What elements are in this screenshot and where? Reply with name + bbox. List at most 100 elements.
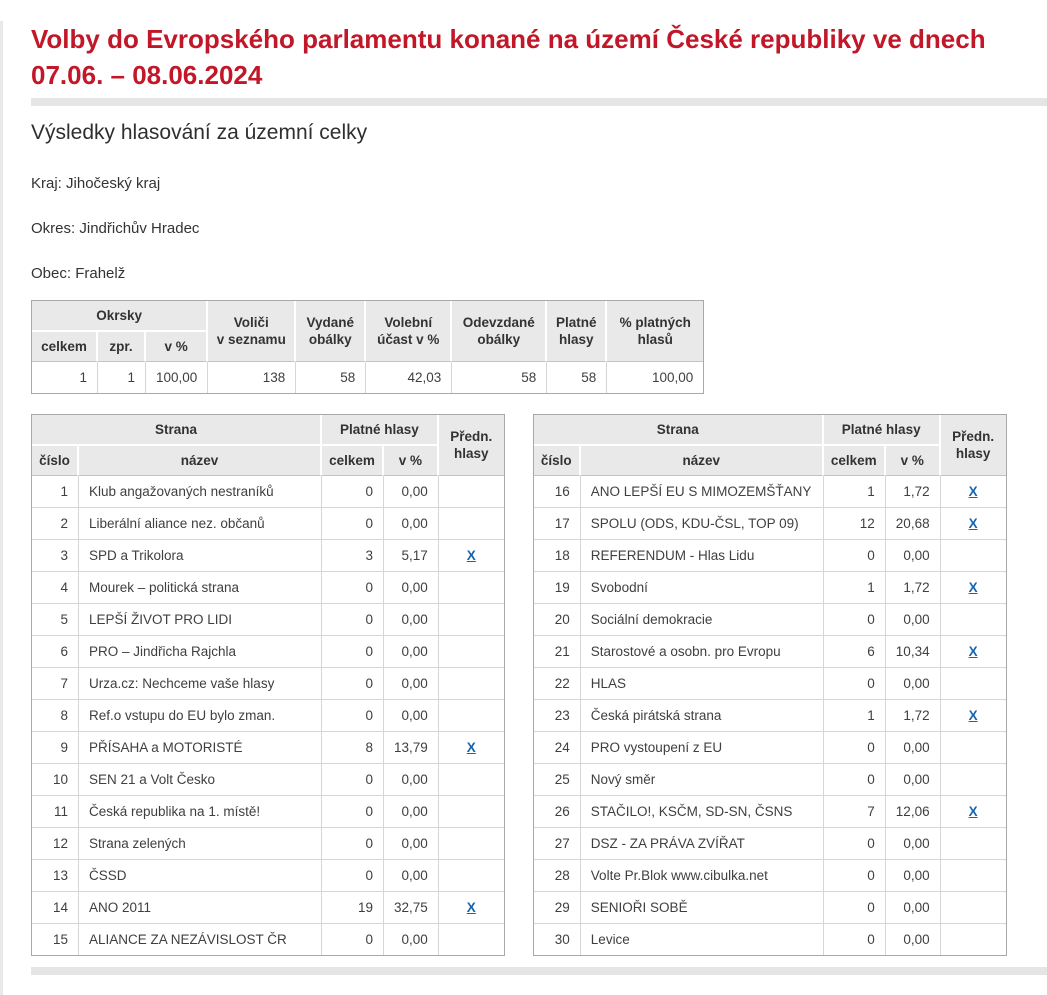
region-okres-label: Okres: (31, 220, 76, 237)
preferential-votes-link[interactable]: X (968, 484, 978, 499)
party-number: 5 (32, 604, 79, 636)
platne-hlasy-value: 58 (547, 362, 608, 393)
party-name: Starostové a osobn. pro Evropu (580, 636, 824, 668)
party-votes-total: 0 (322, 828, 384, 860)
party-votes-total: 0 (823, 732, 886, 764)
party-pref-cell (438, 924, 504, 955)
party-name: Nový směr (580, 764, 824, 796)
party-pref-cell: X (940, 508, 1006, 540)
party-votes-pct: 0,00 (384, 636, 439, 668)
party-pref-cell (940, 860, 1006, 892)
party-name: ALIANCE ZA NEZÁVISLOST ČR (79, 924, 322, 955)
party-pref-cell (438, 572, 504, 604)
preferential-votes-link[interactable]: X (968, 804, 978, 819)
party-table-right-body: 16 ANO LEPŠÍ EU S MIMOZEMŠŤANY 1 1,72 X … (533, 476, 1006, 955)
party-row: 20 Sociální demokracie 0 0,00 (533, 604, 1006, 636)
preferential-votes-link[interactable]: X (968, 644, 978, 659)
party-votes-total: 6 (823, 636, 886, 668)
region-obec-label: Obec: (31, 265, 72, 282)
region-kraj: Kraj: Jihočeský kraj (31, 175, 1047, 192)
party-name: ANO LEPŠÍ EU S MIMOZEMŠŤANY (580, 476, 824, 508)
party-pref-cell (940, 604, 1006, 636)
preferential-votes-link[interactable]: X (968, 708, 978, 723)
party-votes-total: 0 (322, 700, 384, 732)
party-pref-cell: X (940, 476, 1006, 508)
party-row: 28 Volte Pr.Blok www.cibulka.net 0 0,00 (533, 860, 1006, 892)
party-votes-pct: 0,00 (885, 892, 941, 924)
party-pref-cell (438, 828, 504, 860)
header-strana: Strana (32, 415, 322, 446)
header-v-pct: v % (885, 446, 941, 476)
party-votes-total: 0 (322, 636, 384, 668)
party-votes-pct: 0,00 (384, 924, 439, 955)
party-number: 15 (32, 924, 79, 955)
party-votes-pct: 0,00 (384, 476, 439, 508)
party-pref-cell (438, 636, 504, 668)
preferential-votes-link[interactable]: X (968, 580, 978, 595)
party-row: 22 HLAS 0 0,00 (533, 668, 1006, 700)
preferential-votes-link[interactable]: X (466, 740, 476, 755)
party-pref-cell (940, 924, 1006, 955)
party-name: Svobodní (580, 572, 824, 604)
odevzdane-obalky-value: 58 (452, 362, 548, 393)
party-row: 11 Česká republika na 1. místě! 0 0,00 (32, 796, 504, 828)
party-pref-cell: X (940, 636, 1006, 668)
header-volebni-ucast: Volební účast v % (366, 301, 453, 362)
party-votes-total: 0 (322, 604, 384, 636)
party-row: 25 Nový směr 0 0,00 (533, 764, 1006, 796)
party-row: 13 ČSSD 0 0,00 (32, 860, 504, 892)
region-kraj-value: Jihočeský kraj (66, 175, 161, 192)
party-number: 19 (533, 572, 581, 604)
party-row: 5 LEPŠÍ ŽIVOT PRO LIDI 0 0,00 (32, 604, 504, 636)
header-nazev: název (79, 446, 322, 476)
party-votes-pct: 0,00 (885, 604, 941, 636)
okrsky-celkem-value: 1 (32, 362, 98, 393)
party-number: 18 (533, 540, 581, 572)
party-number: 9 (32, 732, 79, 764)
preferential-votes-link[interactable]: X (968, 516, 978, 531)
party-row: 3 SPD a Trikolora 3 5,17 X (32, 540, 504, 572)
party-pref-cell: X (940, 572, 1006, 604)
party-row: 29 SENIOŘI SOBĚ 0 0,00 (533, 892, 1006, 924)
party-votes-pct: 0,00 (885, 924, 941, 955)
party-number: 28 (533, 860, 581, 892)
header-odevzdane-obalky: Odevzdané obálky (452, 301, 548, 362)
party-votes-total: 0 (322, 924, 384, 955)
header-nazev: název (580, 446, 824, 476)
preferential-votes-link[interactable]: X (466, 548, 476, 563)
preferential-votes-link[interactable]: X (466, 900, 476, 915)
party-name: Liberální aliance nez. občanů (79, 508, 322, 540)
party-row: 30 Levice 0 0,00 (533, 924, 1006, 955)
bottom-divider (31, 967, 1047, 975)
party-name: SENIOŘI SOBĚ (580, 892, 824, 924)
header-platne-hlasy: Platné hlasy (322, 415, 439, 446)
header-predn-hlasy: Předn. hlasy (940, 415, 1006, 476)
party-votes-total: 0 (823, 892, 886, 924)
party-number: 16 (533, 476, 581, 508)
party-pref-cell (438, 476, 504, 508)
party-votes-pct: 0,00 (384, 572, 439, 604)
page-title-line1: Volby do Evropského parlamentu konané na… (31, 24, 986, 54)
okrsky-zpr-value: 1 (98, 362, 146, 393)
header-okrsky-v-pct: v % (146, 332, 209, 362)
party-votes-total: 0 (823, 828, 886, 860)
party-pref-cell (940, 668, 1006, 700)
volici-v-seznamu-value: 138 (208, 362, 297, 393)
party-name: Urza.cz: Nechceme vaše hlasy (79, 668, 322, 700)
party-votes-total: 7 (823, 796, 886, 828)
party-pref-cell (438, 764, 504, 796)
party-name: ANO 2011 (79, 892, 322, 924)
page-left-edge (0, 21, 3, 995)
section-heading: Výsledky hlasování za územní celky (31, 121, 368, 144)
party-row: 19 Svobodní 1 1,72 X (533, 572, 1006, 604)
party-name: Mourek – politická strana (79, 572, 322, 604)
party-votes-total: 0 (322, 860, 384, 892)
party-row: 18 REFERENDUM - Hlas Lidu 0 0,00 (533, 540, 1006, 572)
party-number: 26 (533, 796, 581, 828)
header-platne-hlasy: Platné hlasy (547, 301, 608, 362)
party-votes-pct: 1,72 (885, 476, 941, 508)
party-pref-cell (438, 860, 504, 892)
party-row: 21 Starostové a osobn. pro Evropu 6 10,3… (533, 636, 1006, 668)
party-pref-cell (438, 700, 504, 732)
party-name: Česká pirátská strana (580, 700, 824, 732)
